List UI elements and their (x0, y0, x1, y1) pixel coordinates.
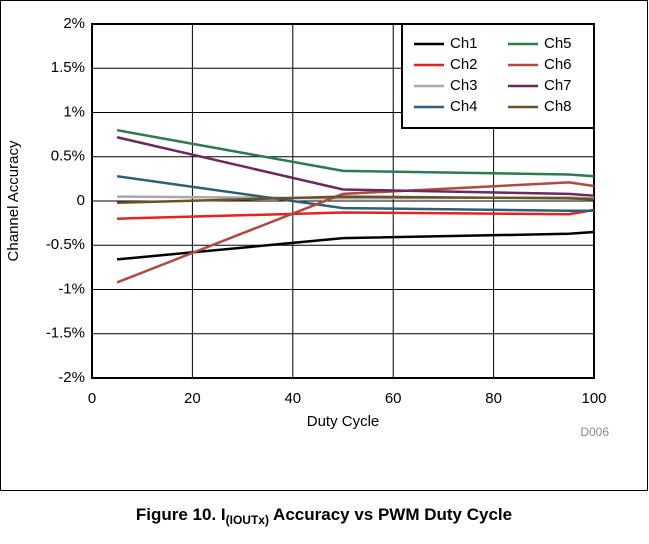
legend-label: Ch3 (450, 77, 478, 94)
y-tick-label: 1% (63, 103, 85, 120)
legend-label: Ch1 (450, 35, 478, 52)
y-tick-label: -0.5% (46, 236, 85, 253)
series-line (116, 230, 595, 261)
x-tick-label: 80 (485, 390, 502, 407)
x-tick-label: 0 (88, 390, 96, 407)
series-line (116, 128, 595, 178)
series-line (116, 136, 595, 197)
plot-border (91, 23, 595, 379)
legend-label: Ch2 (450, 56, 478, 73)
figure-code: D006 (580, 425, 609, 439)
x-tick-label: 60 (385, 390, 402, 407)
y-tick-label: 2% (63, 15, 85, 32)
x-tick-label: 40 (284, 390, 301, 407)
y-axis-label: Channel Accuracy (5, 140, 22, 261)
y-tick-label: 0 (77, 192, 85, 209)
legend-label: Ch7 (544, 77, 572, 94)
x-tick-label: 20 (184, 390, 201, 407)
y-tick-label: -1.5% (46, 325, 85, 342)
series-line (116, 174, 594, 212)
frame (0, 0, 648, 491)
legend-box (401, 23, 595, 129)
series-line (117, 195, 595, 205)
x-tick-label: 100 (581, 390, 606, 407)
y-tick-label: -1% (58, 280, 85, 297)
x-axis-label: Duty Cycle (307, 413, 380, 430)
legend-label: Ch6 (544, 56, 572, 73)
series-line (116, 181, 595, 284)
y-tick-label: -2% (58, 369, 85, 386)
legend-label: Ch5 (544, 35, 572, 52)
y-tick-label: 0.5% (51, 148, 85, 165)
y-tick-label: 1.5% (51, 59, 85, 76)
legend-label: Ch4 (450, 98, 478, 115)
legend-label: Ch8 (544, 98, 572, 115)
series-line (117, 208, 595, 220)
caption: Figure 10. I(IOUTx) Accuracy vs PWM Duty… (136, 505, 512, 527)
